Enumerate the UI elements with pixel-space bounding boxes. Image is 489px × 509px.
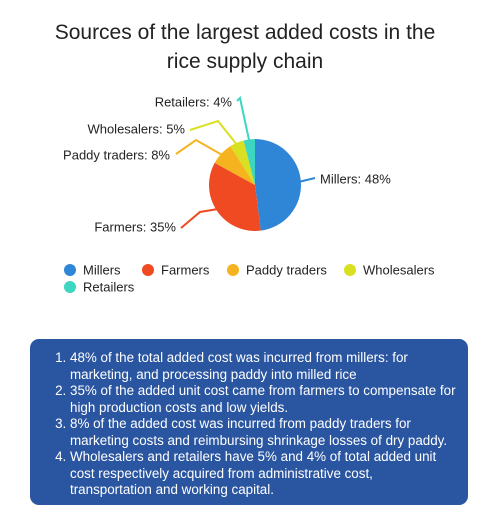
pie-slice — [243, 139, 255, 185]
legend-label: Farmers — [161, 262, 210, 277]
leader-line — [189, 119, 240, 148]
data-label: Millers: 48% — [320, 171, 391, 186]
leader-line — [180, 207, 221, 229]
leader-line — [236, 95, 251, 144]
legend-marker — [227, 264, 239, 276]
legend-label: Millers — [83, 262, 121, 277]
leader-line — [296, 177, 316, 184]
note: 35% of the added unit cost came from far… — [70, 383, 456, 416]
data-label: Paddy traders: 8% — [63, 147, 170, 162]
data-label: Farmers: 35% — [94, 219, 176, 234]
leader-line — [175, 138, 225, 158]
chart-title: Sources of the largest added costs in th… — [54, 21, 436, 73]
pie-slice — [230, 140, 255, 185]
data-label: Retailers: 4% — [155, 94, 233, 109]
legend-marker — [64, 281, 76, 293]
chart: Millers: 48% Farmers: 35% Paddy traders: 8… — [63, 94, 435, 294]
legend-label: Retailers — [83, 279, 135, 294]
note: 48% of the total added cost was incurred… — [70, 350, 456, 383]
data-label: Wholesalers: 5% — [87, 121, 185, 136]
legend-marker — [142, 264, 154, 276]
pie-slice — [209, 162, 261, 231]
notes-list: 48% of the total added cost was incurred… — [30, 350, 456, 499]
legend-marker — [64, 264, 76, 276]
legend-label: Wholesalers — [363, 262, 435, 277]
note: 8% of the added cost was incurred from p… — [70, 416, 456, 449]
legend-label: Paddy traders — [246, 262, 327, 277]
pie-slice — [214, 146, 255, 185]
notes-box: 48% of the total added cost was incurred… — [30, 339, 468, 505]
legend-marker — [344, 264, 356, 276]
note: Wholesalers and retailers have 5% and 4%… — [70, 449, 456, 499]
pie-slice — [255, 139, 302, 231]
